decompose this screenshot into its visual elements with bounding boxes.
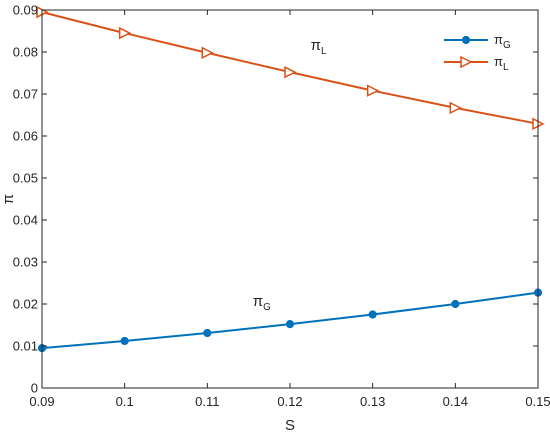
y-axis-label: π	[0, 194, 17, 204]
legend-marker-l	[460, 55, 473, 69]
annotation-l: πL	[311, 37, 327, 57]
y-tick-label: 0.07	[13, 87, 38, 102]
annotation-layer: πL πG	[253, 37, 327, 313]
y-tick-label: 0.01	[13, 339, 38, 354]
series-point-g	[368, 310, 377, 319]
y-tick-label: 0.03	[13, 255, 38, 270]
y-tick-label: 0.06	[13, 129, 38, 144]
y-tick-label: 0.09	[13, 3, 38, 18]
series-point-l	[118, 26, 132, 40]
legend-marker-g	[461, 35, 471, 45]
series-point-l	[284, 65, 297, 79]
x-tick-label: 0.14	[443, 394, 468, 409]
x-tick-label: 0.15	[525, 394, 550, 409]
legend-label-g: πG	[494, 32, 511, 51]
legend-box	[436, 24, 532, 74]
series-point-g	[120, 336, 129, 346]
ticks-layer: 0.09 0.1 0.11 0.12 0.13 0.14 0.15 0 0.01 0.02 0.03…	[13, 3, 550, 410]
y-tick-label: 0.04	[13, 213, 38, 228]
annotation-g: πG	[253, 293, 271, 313]
x-tick-label: 0.12	[277, 394, 302, 409]
series-layer	[36, 5, 545, 353]
legend-label-l: πL	[494, 54, 509, 73]
y-tick-label: 0.08	[13, 45, 38, 60]
x-tick-label: 0.1	[116, 394, 134, 409]
x-tick-label: 0.09	[29, 394, 54, 409]
series-point-g	[285, 320, 295, 329]
series-point-l	[201, 46, 215, 60]
x-axis-label: S	[285, 417, 295, 434]
y-tick-label: 0	[31, 381, 38, 396]
series-point-l	[366, 84, 380, 97]
x-tick-label: 0.13	[360, 394, 385, 409]
series-point-l	[449, 101, 463, 115]
y-tick-label: 0.02	[13, 297, 38, 312]
series-point-g	[203, 328, 212, 338]
x-tick-label: 0.11	[195, 394, 219, 409]
y-tick-label: 0.05	[13, 171, 38, 186]
series-point-g	[451, 299, 460, 309]
legend: πG πL	[436, 24, 532, 74]
